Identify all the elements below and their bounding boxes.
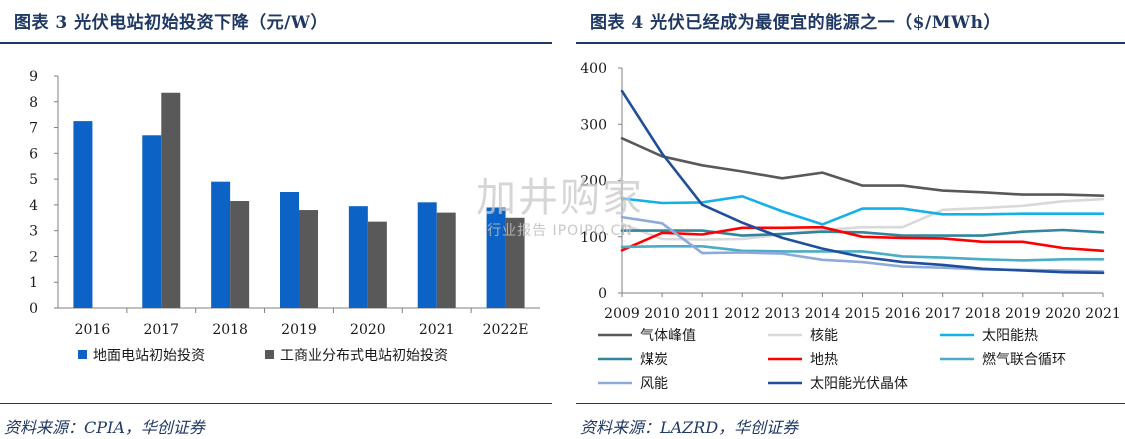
x-tick-label: 2019	[1005, 306, 1041, 322]
y-tick-label: 1	[29, 275, 38, 291]
right-source-rule	[576, 403, 1125, 404]
x-tick-label: 2016	[75, 322, 111, 338]
bar-ground	[142, 135, 162, 308]
x-tick-label: 2017	[925, 306, 961, 322]
x-tick-label: 2013	[765, 306, 801, 322]
x-tick-label: 2019	[281, 322, 317, 338]
x-tick-label: 2009	[604, 306, 640, 322]
bar-distributed	[299, 210, 318, 308]
y-tick-label: 200	[580, 174, 607, 190]
legend-label: 煤炭	[640, 352, 668, 368]
y-tick-label: 0	[29, 301, 38, 317]
bar-distributed	[436, 212, 456, 308]
legend-label: 地面电站初始投资	[93, 347, 205, 364]
bar-ground	[486, 207, 506, 308]
bar-distributed	[161, 92, 181, 308]
y-tick-label: 0	[598, 286, 607, 302]
right-chart-title: 图表 4 光伏已经成为最便宜的能源之一（$/MWh）	[590, 13, 1001, 33]
x-tick-label: 2022E	[483, 322, 529, 338]
legend-label: 太阳能热	[982, 328, 1038, 344]
bar-distributed	[230, 201, 250, 308]
y-tick-label: 5	[29, 172, 38, 188]
y-tick-label: 8	[29, 95, 38, 111]
x-tick-label: 2011	[684, 306, 720, 322]
series-line-1	[620, 197, 1105, 241]
legend-label: 太阳能光伏晶体	[810, 376, 908, 392]
x-tick-label: 2021	[419, 322, 455, 338]
left-chart-panel: 图表 3 光伏电站初始投资下降（元/W） 0 1 2 3 4 5 6 7 8 9 2016 2017 2…	[0, 0, 552, 439]
bar-chart: 0 1 2 3 4 5 6 7 8 9 2016 2017 2018 2019 2020 2021 2022E 地…	[29, 69, 540, 364]
x-tick-label: 2021	[1085, 306, 1121, 322]
bar-ground	[348, 206, 368, 308]
bar-ground	[280, 192, 299, 308]
y-tick-label: 3	[29, 224, 38, 240]
x-tick-label: 2010	[644, 306, 680, 322]
legend-label: 风能	[640, 376, 668, 392]
bar-ground	[211, 181, 231, 308]
x-tick-label: 2016	[885, 306, 921, 322]
series-line-0	[620, 137, 1105, 197]
y-tick-label: 300	[580, 117, 607, 133]
legend-swatch	[265, 350, 274, 359]
y-tick-label: 6	[29, 146, 38, 162]
bar-distributed	[505, 217, 525, 308]
legend-label: 燃气联合循环	[982, 351, 1066, 368]
legend-label: 核能	[810, 328, 838, 344]
right-chart-source: 资料来源：LAZRD，华创证券	[580, 418, 799, 437]
y-tick-label: 2	[29, 249, 38, 265]
legend-label: 气体峰值	[640, 328, 696, 344]
x-tick-label: 2020	[1045, 306, 1081, 322]
left-source-rule	[0, 403, 552, 404]
left-chart-title: 图表 3 光伏电站初始投资下降（元/W）	[14, 13, 328, 33]
bar-ground	[417, 202, 437, 308]
right-title-rule	[576, 42, 1125, 44]
y-tick-label: 400	[580, 61, 607, 77]
x-tick-label: 2018	[965, 306, 1001, 322]
right-chart-panel: 图表 4 光伏已经成为最便宜的能源之一（$/MWh） 0 100 200 300 400…	[576, 0, 1125, 439]
left-chart-source: 资料来源：CPIA，华创证券	[4, 418, 205, 437]
x-tick-label: 2020	[350, 322, 386, 338]
series-line-2	[620, 195, 1105, 226]
x-tick-label: 2015	[845, 306, 881, 322]
x-tick-label: 2018	[212, 322, 248, 338]
y-tick-label: 100	[580, 230, 607, 246]
x-tick-label: 2012	[724, 306, 760, 322]
x-tick-label: 2014	[805, 306, 841, 322]
series-line-3	[620, 228, 1105, 237]
bar-ground	[73, 121, 93, 308]
bar-distributed	[367, 221, 387, 308]
legend-label: 地热	[810, 352, 838, 368]
left-title-rule	[0, 42, 552, 44]
y-tick-label: 7	[29, 121, 38, 137]
series-line-5	[620, 245, 1105, 262]
series-line-7	[620, 89, 1105, 275]
y-tick-label: 9	[29, 69, 38, 85]
y-tick-label: 4	[29, 198, 38, 214]
legend-swatch	[78, 350, 87, 359]
x-tick-label: 2017	[143, 322, 179, 338]
legend-label: 工商业分布式电站初始投资	[280, 347, 448, 364]
series-line-4	[620, 225, 1105, 253]
